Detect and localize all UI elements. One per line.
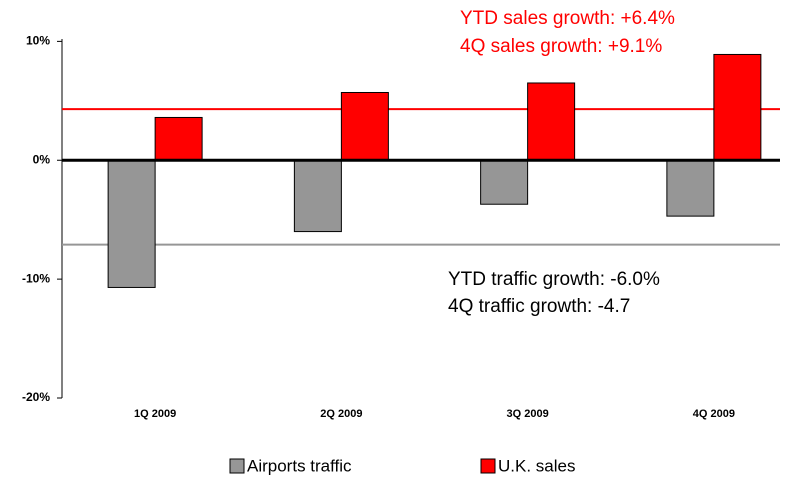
y-tick-label: 0%	[33, 152, 51, 166]
x-tick-label: 1Q 2009	[134, 408, 176, 420]
bar	[666, 159, 715, 217]
bar	[527, 82, 576, 161]
y-tick-label: -20%	[22, 390, 50, 404]
annotation: YTD sales growth: +6.4%	[460, 8, 675, 29]
bar	[340, 91, 389, 161]
bar	[713, 53, 762, 161]
legend-swatch	[229, 458, 245, 474]
annotation: YTD traffic growth: -6.0%	[448, 269, 660, 290]
y-tick-label: 10%	[26, 34, 50, 48]
legend-label: U.K. sales	[498, 456, 575, 475]
x-tick-label: 4Q 2009	[693, 408, 735, 420]
x-tick-label: 3Q 2009	[507, 408, 549, 420]
bar	[480, 159, 529, 205]
legend-label: Airports traffic	[247, 456, 352, 475]
x-tick-label: 2Q 2009	[320, 408, 362, 420]
bar	[154, 116, 203, 161]
annotation: 4Q sales growth: +9.1%	[460, 36, 662, 57]
bar	[293, 159, 342, 233]
y-tick-label: -10%	[22, 271, 50, 285]
legend-swatch	[480, 458, 496, 474]
bar	[107, 159, 156, 288]
annotation: 4Q traffic growth: -4.7	[448, 296, 630, 317]
